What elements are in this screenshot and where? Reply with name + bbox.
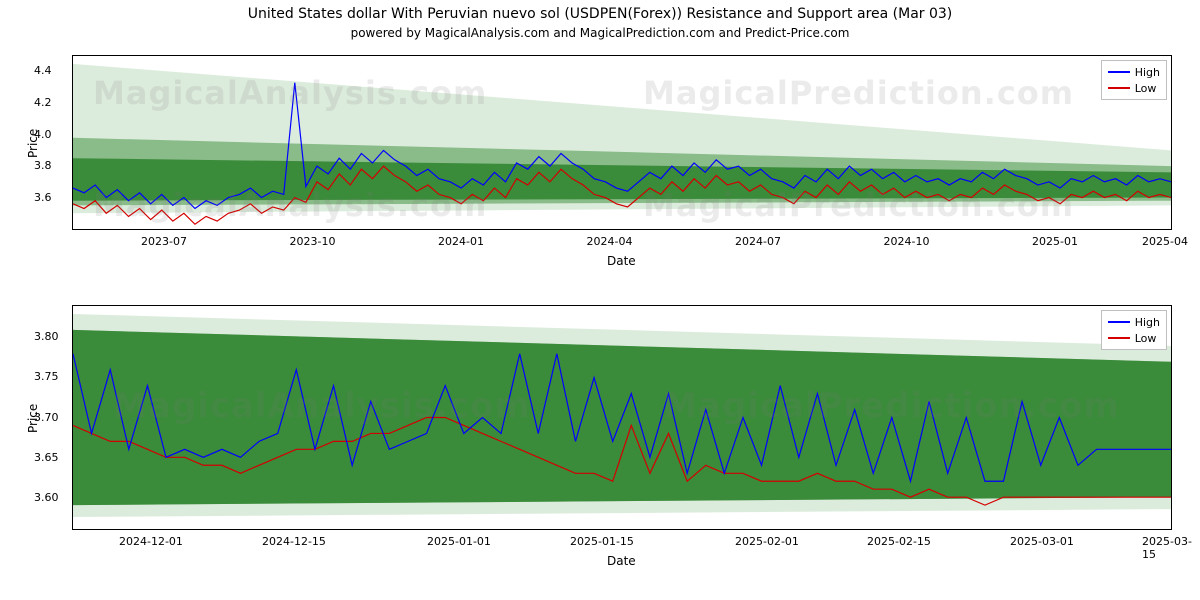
legend-label-high: High: [1135, 316, 1160, 329]
y-tick-label: 3.6: [34, 191, 66, 204]
x-tick-label: 2023-07: [141, 235, 187, 248]
legend-row-low: Low: [1108, 80, 1160, 96]
y-tick-label: 4.4: [34, 64, 66, 77]
x-tick-label: 2025-01-01: [427, 535, 491, 548]
chart-panel-bottom: High Low MagicalAnalysis.com MagicalPred…: [72, 305, 1172, 530]
chart-subtitle: powered by MagicalAnalysis.com and Magic…: [0, 26, 1200, 40]
x-tick-label: 2025-02-15: [867, 535, 931, 548]
x-tick-label: 2025-03-15: [1142, 535, 1200, 561]
x-tick-label: 2025-04: [1142, 235, 1188, 248]
y-tick-label: 3.65: [34, 451, 66, 464]
chart-title: United States dollar With Peruvian nuevo…: [0, 6, 1200, 22]
chart-panel-top: High Low MagicalAnalysis.com MagicalPred…: [72, 55, 1172, 230]
title-block: United States dollar With Peruvian nuevo…: [0, 0, 1200, 40]
x-tick-label: 2024-12-01: [119, 535, 183, 548]
x-tick-label: 2025-01: [1032, 235, 1078, 248]
legend-swatch-high: [1108, 321, 1130, 323]
x-tick-label: 2023-10: [290, 235, 336, 248]
x-tick-label: 2024-04: [587, 235, 633, 248]
y-tick-label: 3.80: [34, 330, 66, 343]
x-tick-label: 2025-01-15: [570, 535, 634, 548]
legend-label-high: High: [1135, 66, 1160, 79]
legend-swatch-low: [1108, 337, 1130, 339]
y-tick-label: 3.70: [34, 411, 66, 424]
x-axis-label: Date: [607, 554, 636, 568]
legend-label-low: Low: [1135, 82, 1157, 95]
y-tick-label: 3.8: [34, 159, 66, 172]
x-tick-label: 2024-07: [735, 235, 781, 248]
y-tick-label: 3.75: [34, 370, 66, 383]
legend: High Low: [1101, 310, 1167, 350]
legend: High Low: [1101, 60, 1167, 100]
x-axis-label: Date: [607, 254, 636, 268]
x-tick-label: 2025-03-01: [1010, 535, 1074, 548]
x-tick-label: 2025-02-01: [735, 535, 799, 548]
legend-label-low: Low: [1135, 332, 1157, 345]
x-tick-label: 2024-12-15: [262, 535, 326, 548]
y-tick-label: 3.60: [34, 491, 66, 504]
legend-row-low: Low: [1108, 330, 1160, 346]
y-tick-label: 4.0: [34, 128, 66, 141]
legend-row-high: High: [1108, 314, 1160, 330]
legend-swatch-high: [1108, 71, 1130, 73]
legend-swatch-low: [1108, 87, 1130, 89]
legend-row-high: High: [1108, 64, 1160, 80]
y-tick-label: 4.2: [34, 96, 66, 109]
x-tick-label: 2024-01: [438, 235, 484, 248]
x-tick-label: 2024-10: [884, 235, 930, 248]
